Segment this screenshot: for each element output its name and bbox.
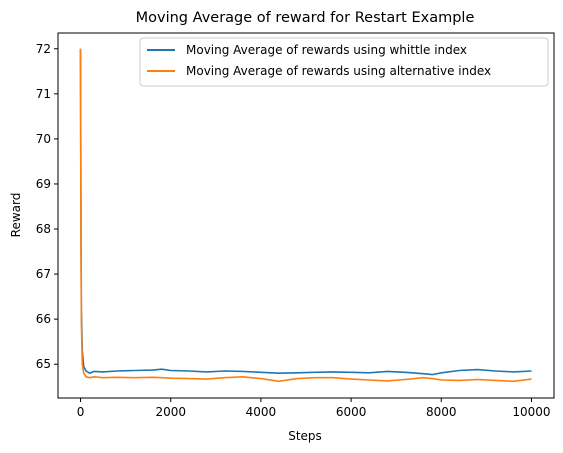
x-tick-label: 8000 bbox=[426, 405, 457, 419]
x-axis-ticks: 0 2000 4000 6000 8000 10000 bbox=[77, 398, 551, 419]
x-tick-label: 2000 bbox=[155, 405, 186, 419]
y-tick-label: 65 bbox=[36, 357, 51, 371]
y-tick-label: 72 bbox=[36, 42, 51, 56]
x-tick-label: 0 bbox=[77, 405, 85, 419]
plot-area bbox=[57, 32, 555, 399]
x-tick-label: 4000 bbox=[246, 405, 277, 419]
x-tick-label: 6000 bbox=[336, 405, 367, 419]
y-tick-label: 68 bbox=[36, 222, 51, 236]
axes-frame bbox=[57, 32, 555, 399]
y-tick-label: 66 bbox=[36, 312, 51, 326]
y-tick-label: 70 bbox=[36, 132, 51, 146]
legend-box bbox=[139, 37, 549, 87]
x-tick-label: 10000 bbox=[512, 405, 550, 419]
y-axis-ticks: 65 66 67 68 69 70 71 72 bbox=[36, 42, 58, 371]
series-line-alternative bbox=[79, 48, 532, 383]
y-axis-label: Reward bbox=[9, 193, 23, 238]
legend-label-whittle: Moving Average of rewards using whittle … bbox=[186, 43, 467, 57]
y-tick-label: 67 bbox=[36, 267, 51, 281]
legend-label-alternative: Moving Average of rewards using alternat… bbox=[186, 64, 491, 78]
series-line-whittle bbox=[79, 48, 532, 376]
x-axis-label: Steps bbox=[288, 429, 322, 443]
chart-title: Moving Average of reward for Restart Exa… bbox=[136, 10, 475, 26]
legend: Moving Average of rewards using whittle … bbox=[139, 37, 549, 87]
y-tick-label: 71 bbox=[36, 87, 51, 101]
series-layer bbox=[79, 48, 532, 383]
y-tick-label: 69 bbox=[36, 177, 51, 191]
